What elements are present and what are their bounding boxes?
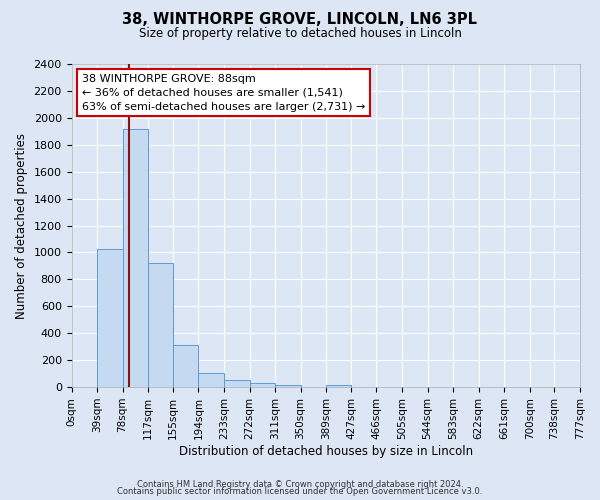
Bar	[224, 380, 250, 387]
Text: 38, WINTHORPE GROVE, LINCOLN, LN6 3PL: 38, WINTHORPE GROVE, LINCOLN, LN6 3PL	[122, 12, 478, 28]
Text: Contains HM Land Registry data © Crown copyright and database right 2024.: Contains HM Land Registry data © Crown c…	[137, 480, 463, 489]
Bar	[275, 385, 301, 387]
Text: Contains public sector information licensed under the Open Government Licence v3: Contains public sector information licen…	[118, 488, 482, 496]
Bar	[122, 128, 148, 387]
Bar	[326, 386, 351, 387]
Y-axis label: Number of detached properties: Number of detached properties	[15, 132, 28, 318]
Bar	[97, 249, 122, 387]
Text: 38 WINTHORPE GROVE: 88sqm
← 36% of detached houses are smaller (1,541)
63% of se: 38 WINTHORPE GROVE: 88sqm ← 36% of detac…	[82, 74, 365, 112]
Bar	[148, 263, 173, 387]
Text: Size of property relative to detached houses in Lincoln: Size of property relative to detached ho…	[139, 28, 461, 40]
X-axis label: Distribution of detached houses by size in Lincoln: Distribution of detached houses by size …	[179, 444, 473, 458]
Bar	[250, 384, 275, 387]
Bar	[173, 344, 199, 387]
Bar	[199, 373, 224, 387]
